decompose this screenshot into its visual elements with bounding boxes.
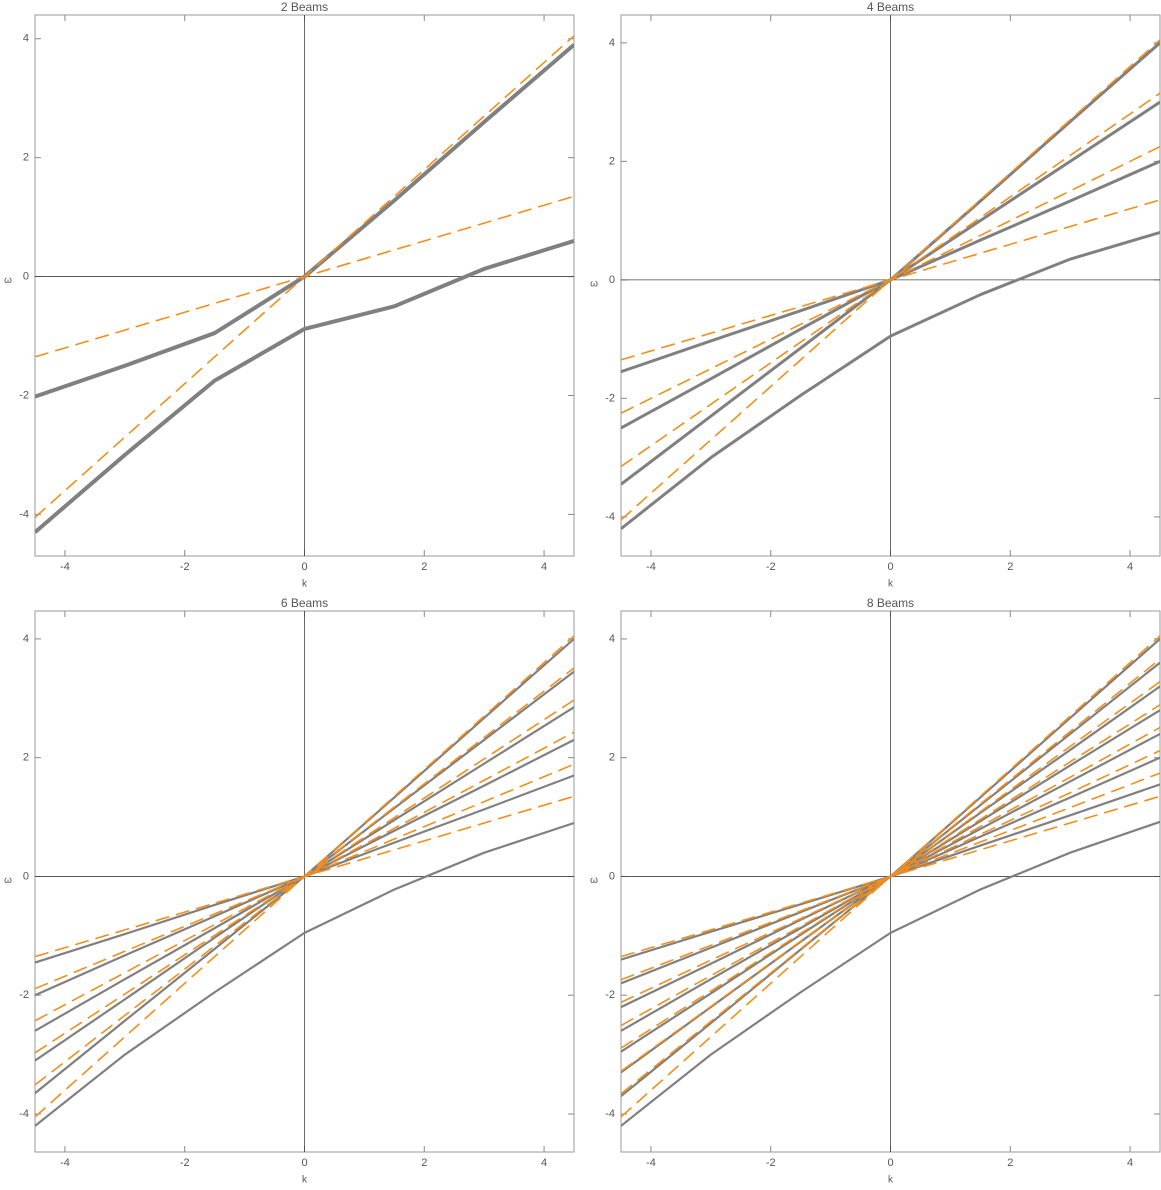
y-tick-label: -2 bbox=[605, 989, 615, 1001]
panel: 8 Beams k ω -4 -2 0 2 4 -4 -2 0 2 4 bbox=[590, 596, 1161, 1186]
panel: 6 Beams k ω -4 -2 0 2 4 -4 -2 0 2 4 bbox=[4, 596, 575, 1186]
y-tick-label: 4 bbox=[609, 633, 615, 645]
dashed-line bbox=[621, 772, 1160, 981]
x-tick-label: 0 bbox=[301, 561, 307, 573]
y-tick-label: -4 bbox=[19, 1108, 29, 1120]
x-tick-label: 0 bbox=[887, 561, 893, 573]
y-tick-label: 4 bbox=[23, 33, 29, 45]
chart-title: 2 Beams bbox=[281, 0, 328, 14]
x-tick-label: -4 bbox=[60, 561, 70, 573]
x-axis-label: k bbox=[302, 1175, 308, 1186]
curve bbox=[621, 231, 1160, 530]
y-axis-label: ω bbox=[4, 875, 12, 886]
x-tick-label: -4 bbox=[646, 561, 656, 573]
curve bbox=[35, 821, 574, 1127]
y-tick-label: 2 bbox=[609, 155, 615, 167]
x-tick-label: -4 bbox=[646, 1157, 656, 1169]
y-tick-label: 4 bbox=[23, 633, 29, 645]
y-tick-label: -4 bbox=[605, 511, 615, 523]
y-tick-label: 0 bbox=[609, 274, 615, 286]
curve bbox=[621, 820, 1160, 1127]
x-axis-label: k bbox=[888, 579, 894, 590]
dashed-line bbox=[621, 199, 1160, 361]
x-tick-label: 4 bbox=[1127, 561, 1133, 573]
y-tick-label: 4 bbox=[609, 37, 615, 49]
chart-title: 8 Beams bbox=[867, 596, 914, 610]
dashed-line bbox=[35, 795, 574, 958]
x-tick-label: -2 bbox=[766, 1157, 776, 1169]
y-tick-label: 2 bbox=[23, 152, 29, 164]
y-tick-label: -4 bbox=[19, 508, 29, 520]
chart-title: 4 Beams bbox=[867, 0, 914, 14]
panel: 4 Beams k ω -4 -2 0 2 4 -4 -2 0 2 4 bbox=[590, 0, 1161, 590]
x-axis-label: k bbox=[302, 579, 308, 590]
y-tick-label: -2 bbox=[605, 392, 615, 404]
y-tick-label: 2 bbox=[23, 752, 29, 764]
x-tick-label: 2 bbox=[1007, 561, 1013, 573]
x-tick-label: 0 bbox=[301, 1157, 307, 1169]
curve bbox=[35, 239, 574, 534]
x-tick-label: -4 bbox=[60, 1157, 70, 1169]
dashed-line bbox=[35, 195, 574, 358]
dashed-line bbox=[621, 681, 1160, 1072]
y-axis-label: ω bbox=[590, 279, 598, 290]
x-tick-label: -2 bbox=[180, 561, 190, 573]
x-tick-label: 4 bbox=[1127, 1157, 1133, 1169]
y-tick-label: -2 bbox=[19, 989, 29, 1001]
x-tick-label: -2 bbox=[766, 561, 776, 573]
panel: 2 Beams k ω -4 -2 0 2 4 -4 -2 0 2 4 bbox=[4, 0, 575, 590]
y-tick-label: -2 bbox=[19, 389, 29, 401]
x-tick-label: 2 bbox=[1007, 1157, 1013, 1169]
chart-title: 6 Beams bbox=[281, 596, 328, 610]
y-tick-label: -4 bbox=[605, 1108, 615, 1120]
y-tick-label: 0 bbox=[23, 270, 29, 282]
x-tick-label: 0 bbox=[887, 1157, 893, 1169]
x-tick-label: -2 bbox=[180, 1157, 190, 1169]
x-tick-label: 2 bbox=[421, 561, 427, 573]
x-tick-label: 4 bbox=[541, 1157, 547, 1169]
x-tick-label: 4 bbox=[541, 561, 547, 573]
x-tick-label: 2 bbox=[421, 1157, 427, 1169]
x-axis-label: k bbox=[888, 1175, 894, 1186]
y-tick-label: 0 bbox=[609, 870, 615, 882]
y-tick-label: 0 bbox=[23, 870, 29, 882]
y-axis-label: ω bbox=[4, 275, 12, 286]
dashed-line bbox=[621, 795, 1160, 958]
y-tick-label: 2 bbox=[609, 752, 615, 764]
y-axis-label: ω bbox=[590, 875, 598, 886]
dashed-line bbox=[35, 763, 574, 990]
